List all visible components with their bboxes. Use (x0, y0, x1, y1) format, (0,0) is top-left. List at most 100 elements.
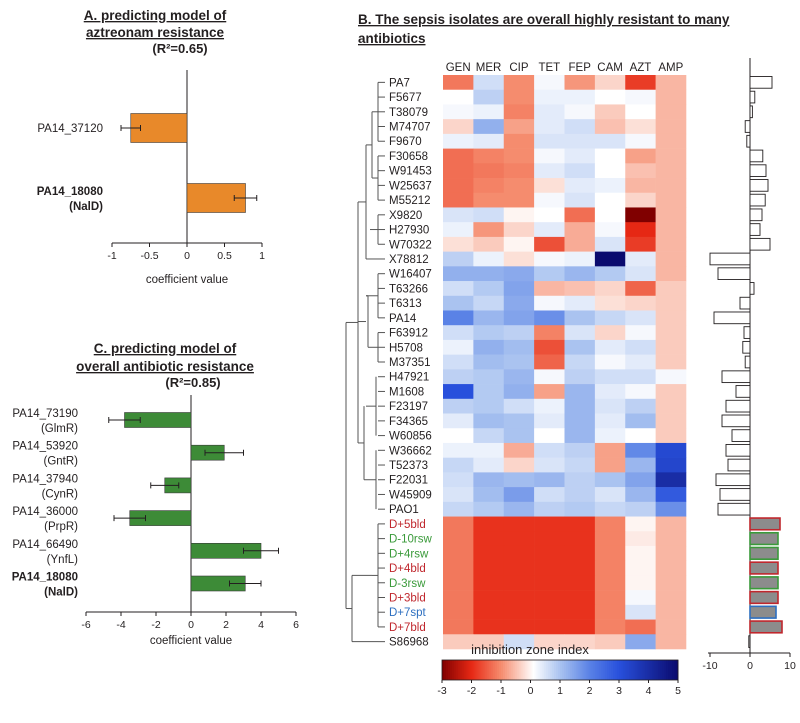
heatmap-cell (503, 104, 535, 120)
x-tick-label: -1 (107, 250, 116, 262)
heatmap-cell (443, 560, 474, 576)
legend-swatch (607, 660, 610, 680)
legend-swatch (485, 660, 488, 680)
category-label: PA14_18080 (37, 186, 103, 198)
heatmap-cell (655, 575, 687, 591)
heatmap-cell (534, 516, 565, 532)
heatmap-cell (503, 413, 535, 429)
side-bar-f63912 (743, 326, 751, 339)
heatmap-cell (625, 604, 656, 620)
side-bar-t6313 (739, 296, 751, 310)
legend-swatch (475, 660, 478, 680)
heatmap-cell (503, 590, 535, 606)
row-label: D-3rsw (389, 578, 426, 590)
heatmap-cell (564, 75, 596, 91)
heatmap-cell (473, 501, 505, 517)
panel-c-chart: -6 -4 -2 0 2 4 6 PA14_73190 (GlmR) PA14_53920 (Gnt… (12, 395, 299, 631)
heatmap-cell (503, 89, 535, 105)
side-tick-label: 10 (784, 660, 796, 672)
heatmap-cell (503, 119, 535, 135)
heatmap-cell (564, 310, 596, 326)
heatmap-cell (503, 604, 535, 620)
panel-c-title-line2: overall antibiotic resistance (76, 359, 254, 374)
legend-tick-label: 3 (616, 685, 622, 697)
heatmap-cell (503, 369, 535, 385)
heatmap-cell (625, 501, 656, 517)
legend-swatch (526, 660, 529, 680)
heatmap-cell (564, 472, 596, 488)
heatmap-cell (473, 575, 505, 591)
heatmap-cell (443, 251, 474, 267)
legend-swatch (648, 660, 651, 680)
category-protein: (NalD) (69, 201, 103, 213)
legend-swatch (463, 660, 466, 680)
row-label: H5708 (389, 342, 423, 354)
legend-tick-label: 2 (587, 685, 593, 697)
heatmap-cell (534, 472, 565, 488)
x-tick-label: 1 (259, 250, 265, 262)
legend-swatch (670, 660, 673, 680)
heatmap-cell (625, 75, 656, 91)
heatmap-cell (655, 75, 687, 91)
heatmap-cell (473, 354, 505, 370)
side-bar-h5708 (742, 340, 751, 354)
heatmap-cell (443, 487, 474, 503)
heatmap-cell (564, 619, 596, 635)
legend-swatch (561, 660, 565, 680)
row-label: D+4rsw (389, 548, 429, 560)
heatmap-cell (443, 325, 474, 341)
side-bar-pa7 (749, 76, 773, 89)
heatmap-cell (473, 516, 505, 532)
heatmap-cell (503, 133, 535, 149)
heatmap-cell (625, 487, 656, 503)
heatmap-cell (503, 516, 535, 532)
x-tick-label: 2 (223, 619, 229, 631)
x-tick-label: -2 (151, 619, 160, 631)
heatmap-cell (564, 354, 596, 370)
legend-swatch (638, 660, 642, 680)
heatmap-cell (443, 281, 474, 297)
heatmap-cell (473, 560, 505, 576)
heatmap-cell (534, 398, 565, 414)
heatmap-cell (655, 310, 687, 326)
legend-swatch (453, 660, 457, 680)
legend-swatch (538, 660, 541, 680)
heatmap-cell (473, 207, 505, 223)
heatmap-cell (443, 75, 474, 91)
x-tick-label: -6 (81, 619, 90, 631)
category-protein: (YnfL) (47, 554, 78, 566)
heatmap-cell (534, 119, 565, 135)
heatmap-cell (473, 531, 505, 547)
legend-swatch (644, 660, 647, 680)
heatmap-cell (443, 133, 474, 149)
heatmap-cell (594, 148, 626, 164)
heatmap-cell (443, 148, 474, 164)
heatmap-cell (473, 104, 505, 120)
column-label-azt: AZT (630, 62, 652, 74)
panel-c-xlabel: coefficient value (150, 635, 232, 647)
heatmap-cell (503, 472, 535, 488)
legend-tick-label: 5 (675, 685, 681, 697)
heatmap-cell (594, 369, 626, 385)
row-label: W60856 (389, 431, 432, 443)
legend-swatch (548, 660, 551, 680)
side-bar-f30658 (749, 149, 764, 163)
legend-tick-label: 0 (528, 685, 534, 697)
legend-swatch (597, 660, 600, 680)
side-bar-x78812 (709, 252, 751, 266)
legend-swatch (442, 660, 445, 680)
legend-swatch (465, 660, 468, 680)
heatmap-cell (594, 354, 626, 370)
heatmap-cell (594, 413, 626, 429)
heatmap-cell (534, 369, 565, 385)
heatmap-cell (655, 516, 687, 532)
heatmap-cell (443, 222, 474, 238)
row-label: F30658 (389, 151, 428, 163)
heatmap-cell (473, 192, 505, 208)
heatmap-cell (625, 516, 656, 532)
heatmap-cell (594, 178, 626, 194)
side-bar-d+5bld (749, 517, 781, 531)
heatmap-cell (625, 192, 656, 208)
column-label-cip: CIP (509, 62, 529, 74)
